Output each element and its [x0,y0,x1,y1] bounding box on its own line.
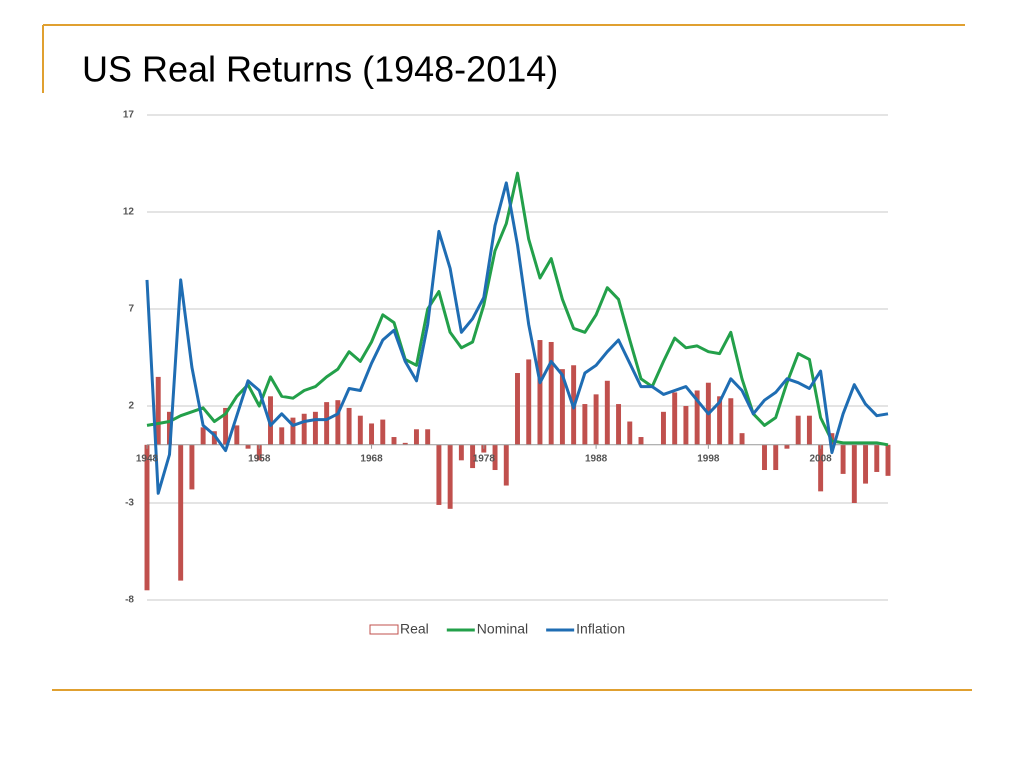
bar [515,373,520,445]
bar [301,413,307,445]
bar [559,369,565,445]
legend-label: Real [400,621,429,637]
bar [593,394,599,445]
line-series [146,171,889,447]
bar [458,444,464,461]
bar [694,390,700,445]
bar [548,341,554,445]
bar [604,380,610,445]
bar [279,427,285,445]
bar [256,444,262,461]
bar [144,444,150,591]
bar [840,444,846,474]
bar [660,411,666,445]
bar [200,427,206,445]
bar [795,415,801,445]
bar [874,444,880,472]
bar [369,423,375,445]
bar [234,425,240,445]
bar [346,407,352,445]
legend-label: Inflation [576,621,625,637]
bar [851,444,857,503]
bar [223,407,229,445]
y-tick-label: -8 [125,595,134,606]
bar [503,444,509,486]
bar [312,411,318,445]
bar [380,419,386,445]
bar [357,415,363,445]
bar [616,404,622,445]
bar [335,400,341,445]
slide-title: US Real Returns (1948-2014) [82,49,558,90]
bar [166,411,172,445]
bar [537,340,543,445]
bar [436,444,442,505]
bar [413,429,419,445]
bar [739,433,745,445]
legend-swatch [369,624,399,635]
y-tick-label: 7 [128,304,134,315]
x-tick-label: 1988 [585,453,608,464]
bar [885,444,891,476]
bar [178,444,184,581]
bar [402,442,408,445]
bar [211,431,217,445]
bar [627,421,633,445]
bar [638,437,644,445]
bar [391,437,397,445]
bar [672,392,678,445]
bar [526,359,532,445]
bar [806,415,812,445]
bar [470,444,476,469]
bar [324,402,330,445]
bar [717,396,723,445]
y-tick-label: 2 [128,401,134,412]
x-tick-label: 1948 [136,453,159,464]
bar [784,444,790,449]
bar [683,406,689,445]
y-tick-label: 12 [123,207,135,218]
bar [762,444,767,471]
bar [189,444,195,490]
x-tick-label: 2008 [810,453,833,464]
bar [492,444,498,471]
bar [245,444,251,449]
bar [582,404,588,445]
bar [773,444,779,471]
line-series [145,181,889,495]
bar [425,429,431,445]
bar [728,398,734,445]
x-tick-label: 1978 [473,453,496,464]
bar [290,417,296,445]
bar [818,444,824,492]
x-tick-label: 1958 [248,453,271,464]
y-tick-label: -3 [125,498,134,509]
bar [155,376,161,445]
bar [863,444,869,484]
bar [447,444,453,509]
legend-label: Nominal [477,621,528,637]
x-tick-label: 1968 [360,453,383,464]
y-tick-label: 17 [123,110,135,121]
x-tick-label: 1998 [697,453,720,464]
chart: 17 12 7 2 -3 -8 1948 1958 1968 1978 1988 1998 2008 Re… [123,110,891,637]
